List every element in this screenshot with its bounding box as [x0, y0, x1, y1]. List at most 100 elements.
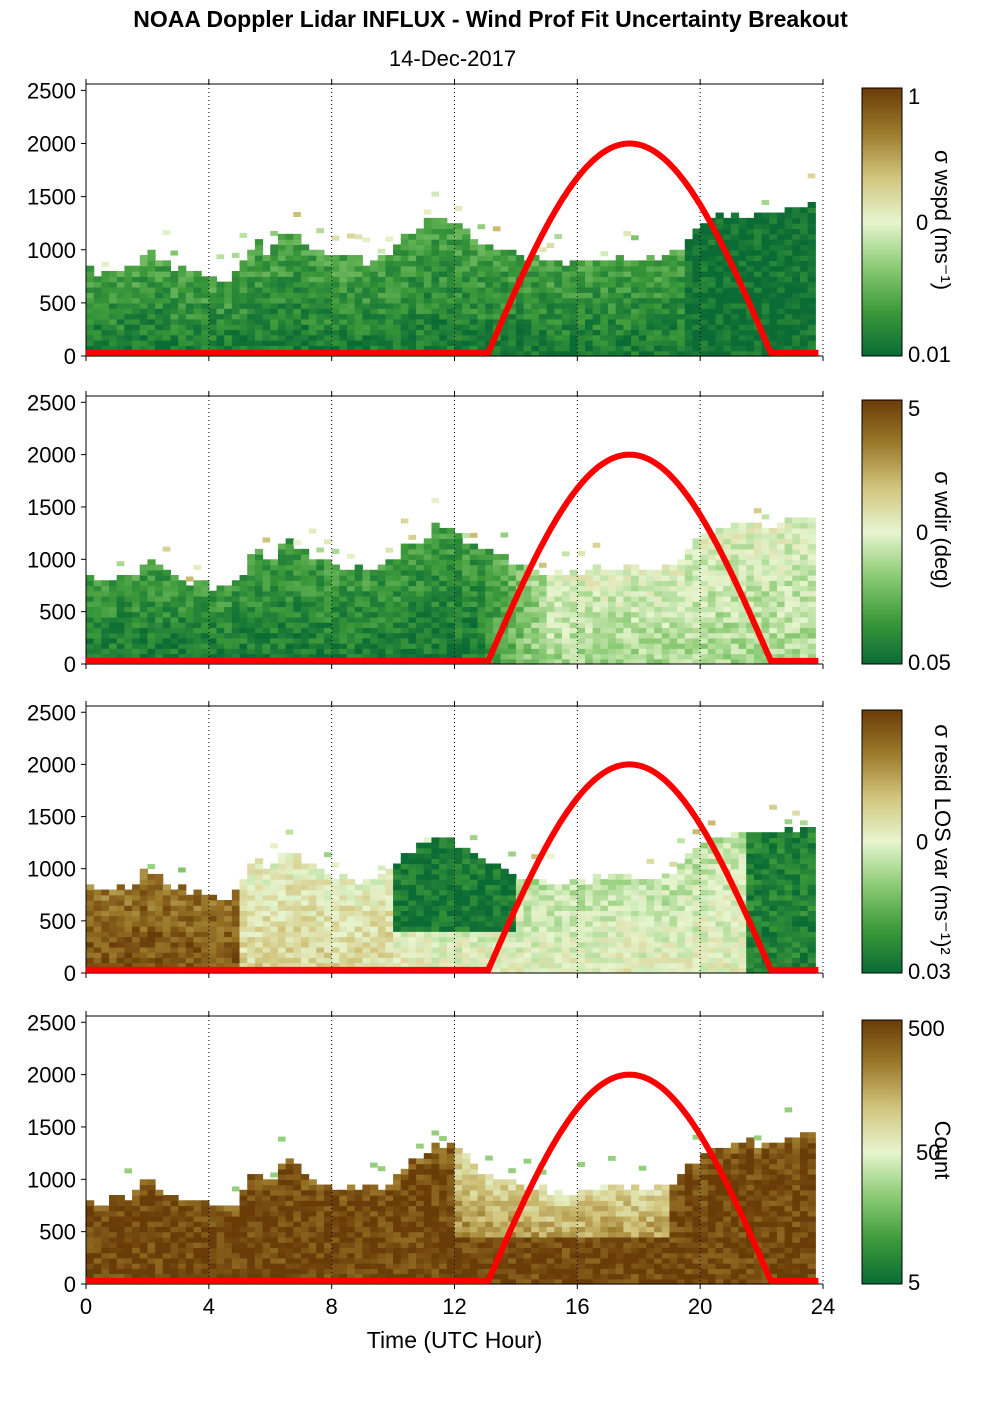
heatmap-cell [684, 350, 694, 357]
heatmap-cell [761, 223, 770, 230]
heatmap-cell [139, 590, 148, 597]
heatmap-cell [109, 286, 118, 293]
heatmap-cell [362, 946, 371, 953]
heatmap-cell [423, 209, 432, 215]
heatmap-cell [308, 616, 317, 623]
heatmap-cell [162, 637, 171, 644]
heatmap-cell [807, 302, 816, 309]
heatmap-cell [178, 926, 187, 932]
heatmap-cell [569, 653, 578, 660]
heatmap-cell [155, 286, 164, 293]
heatmap-cell [231, 632, 241, 639]
heatmap-cell [761, 318, 770, 325]
heatmap-cell [462, 318, 471, 325]
heatmap-cell [784, 217, 793, 224]
heatmap-cell [423, 926, 433, 932]
heatmap-cell [308, 952, 317, 958]
heatmap-cell [408, 606, 417, 613]
heatmap-cell [201, 616, 210, 623]
heatmap-cell [454, 308, 463, 315]
heatmap-cell [393, 265, 402, 272]
heatmap-cell [308, 324, 317, 331]
heatmap-cell [746, 239, 755, 246]
heatmap-cell [454, 905, 463, 912]
heatmap-cell [370, 936, 379, 943]
heatmap-cell [462, 286, 471, 293]
heatmap-cell [139, 575, 148, 581]
heatmap-cell [400, 324, 409, 331]
heatmap-cell [462, 329, 471, 336]
heatmap-cell [101, 637, 110, 644]
heatmap-cell [715, 308, 724, 315]
heatmap-cell [769, 569, 778, 576]
heatmap-cell [654, 334, 663, 341]
heatmap-cell [124, 318, 133, 325]
heatmap-cell [561, 590, 571, 597]
heatmap-cell [515, 302, 525, 309]
heatmap-cell [109, 616, 118, 623]
heatmap-cell [132, 606, 141, 613]
heatmap-cell [707, 643, 717, 649]
heatmap-cell [707, 585, 717, 592]
heatmap-cell [201, 962, 210, 969]
heatmap-cell [807, 637, 816, 644]
heatmap-cell [746, 255, 755, 261]
heatmap-cell [646, 318, 655, 325]
heatmap-cell [454, 265, 463, 272]
heatmap-cell [799, 554, 809, 560]
heatmap-cell [385, 936, 394, 943]
heatmap-cell [277, 585, 287, 592]
heatmap-cell [270, 308, 279, 315]
heatmap-cell [170, 340, 179, 346]
heatmap-cell [162, 889, 171, 896]
heatmap-cell [508, 622, 517, 628]
heatmap-cell [799, 212, 809, 219]
heatmap-cell [385, 297, 394, 304]
heatmap-cell [224, 905, 233, 912]
heatmap-cell [807, 244, 816, 251]
heatmap-cell [339, 622, 348, 628]
heatmap-cell [124, 265, 133, 272]
heatmap-cell [730, 643, 740, 649]
heatmap-cell [362, 894, 371, 901]
heatmap-cell [93, 318, 102, 325]
heatmap-cell [277, 302, 287, 309]
heatmap-cell [316, 920, 325, 927]
heatmap-cell [577, 601, 586, 608]
heatmap-cell [677, 622, 686, 628]
heatmap-cell [646, 350, 655, 357]
heatmap-cell [439, 313, 448, 320]
heatmap-cell [684, 595, 694, 602]
heatmap-cell [347, 643, 356, 649]
heatmap-cell [93, 920, 102, 927]
heatmap-cell [416, 318, 425, 325]
heatmap-cell [677, 292, 686, 299]
heatmap-cell [477, 580, 486, 587]
chart-subtitle: 14-Dec-2017 [388, 46, 517, 71]
heatmap-cell [300, 637, 310, 644]
heatmap-cell [730, 606, 740, 613]
heatmap-cell [254, 643, 264, 649]
heatmap-cell [193, 952, 202, 958]
heatmap-cell [178, 905, 187, 912]
heatmap-cell [201, 292, 210, 299]
heatmap-cell [139, 952, 148, 958]
heatmap-cell [101, 653, 110, 660]
heatmap-cell [769, 632, 778, 639]
heatmap-cell [208, 329, 218, 336]
heatmap-cell [692, 606, 701, 613]
heatmap-cell [799, 643, 809, 649]
heatmap-cell [300, 648, 310, 655]
heatmap-cell [784, 286, 793, 293]
heatmap-cell [362, 237, 371, 243]
heatmap-cell [723, 297, 732, 304]
y-tick-label: 2500 [27, 390, 76, 415]
heatmap-cell [669, 255, 678, 261]
heatmap-cell [646, 616, 655, 623]
heatmap-cell [769, 611, 778, 618]
heatmap-cell [239, 308, 248, 315]
heatmap-cell [354, 648, 363, 655]
heatmap-cell [700, 276, 709, 283]
heatmap-cell [738, 318, 747, 325]
heatmap-cell [254, 611, 264, 618]
